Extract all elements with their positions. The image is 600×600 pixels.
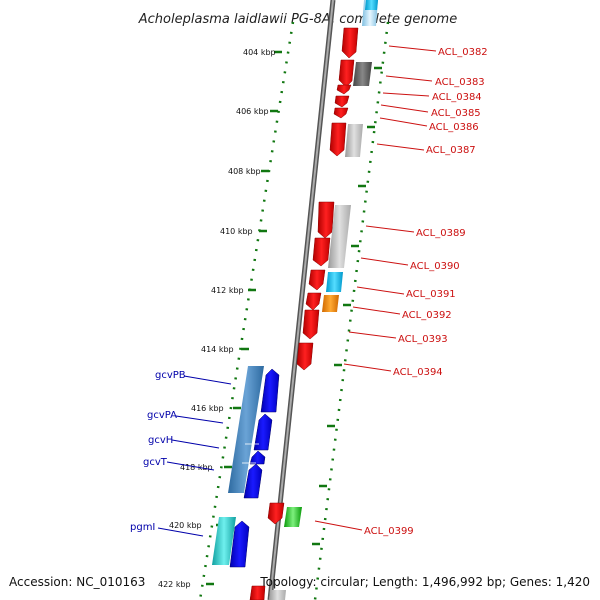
scale-labels: 404 kbp 406 kbp 408 kbp 410 kbp 412 kbp … — [158, 48, 276, 589]
gene-label-acl-0389[interactable]: ACL_0389 — [416, 228, 466, 239]
gene-arrow[interactable] — [267, 502, 285, 525]
left-leader-lines — [157, 375, 232, 537]
gene-label-acl-0391[interactable]: ACL_0391 — [406, 289, 456, 300]
tick-label-410: 410 kbp — [220, 227, 253, 236]
gene-label-acl-0386[interactable]: ACL_0386 — [429, 122, 479, 133]
map-title: Acholeplasma laidlawii PG-8A, complete g… — [138, 12, 457, 27]
gene-label-acl-0392[interactable]: ACL_0392 — [402, 310, 452, 321]
gene-arrow[interactable] — [253, 413, 273, 451]
gene-arrow[interactable] — [308, 269, 326, 291]
gene-label-gcvt[interactable]: gcvT — [143, 457, 168, 468]
forward-strand-genes — [249, 27, 359, 600]
gene-arrow[interactable] — [249, 450, 266, 465]
right-gene-labels: ACL_0382 ACL_0383 ACL_0384 ACL_0385 ACL_… — [364, 47, 488, 537]
gene-label-gcvh[interactable]: gcvH — [148, 435, 173, 446]
tick-label-414: 414 kbp — [201, 345, 234, 354]
category-blocks-right — [269, 0, 378, 600]
tick-label-416: 416 kbp — [191, 404, 224, 413]
gene-label-acl-0390[interactable]: ACL_0390 — [410, 261, 460, 272]
right-dotted-ring — [313, 21, 390, 600]
gene-arrow[interactable] — [336, 84, 352, 95]
category-blocks-left — [212, 366, 264, 565]
tick-label-422: 422 kbp — [158, 580, 191, 589]
gene-arrow[interactable] — [334, 95, 350, 108]
gene-arrow[interactable] — [243, 463, 263, 499]
gene-arrow[interactable] — [249, 585, 266, 600]
gene-arrow[interactable] — [338, 59, 355, 88]
gene-label-acl-0384[interactable]: ACL_0384 — [432, 92, 482, 103]
gene-arrow[interactable] — [260, 368, 280, 413]
gene-arrow[interactable] — [305, 292, 322, 311]
gene-arrow[interactable] — [329, 122, 347, 157]
gene-arrow[interactable] — [333, 107, 349, 119]
gene-label-gcvpb[interactable]: gcvPB — [155, 370, 186, 381]
gene-arrow[interactable] — [317, 201, 335, 239]
gene-arrow[interactable] — [341, 27, 359, 59]
tick-label-408: 408 kbp — [228, 167, 261, 176]
gene-label-acl-0393[interactable]: ACL_0393 — [398, 334, 448, 345]
right-leader-lines — [314, 45, 437, 531]
gene-label-acl-0399[interactable]: ACL_0399 — [364, 526, 414, 537]
tick-label-420: 420 kbp — [169, 521, 202, 530]
gene-arrow[interactable] — [296, 342, 314, 371]
gene-label-pgmi[interactable]: pgmI — [130, 522, 155, 533]
tick-label-404: 404 kbp — [243, 48, 276, 57]
gene-label-acl-0394[interactable]: ACL_0394 — [393, 367, 443, 378]
gene-label-gcvpa[interactable]: gcvPA — [147, 410, 177, 421]
gene-arrow[interactable] — [229, 520, 250, 568]
genome-backbone-highlight — [269, 0, 334, 600]
left-gene-labels: gcvPB gcvPA gcvH gcvT pgmI — [130, 370, 186, 533]
accession-text: Accession: NC_010163 — [9, 575, 145, 589]
gene-arrow[interactable] — [312, 237, 331, 267]
gene-arrow[interactable] — [302, 309, 320, 340]
topology-text: Topology: circular; Length: 1,496,992 bp… — [259, 575, 590, 589]
tick-label-412: 412 kbp — [211, 286, 244, 295]
gene-label-acl-0382[interactable]: ACL_0382 — [438, 47, 488, 58]
gene-label-acl-0385[interactable]: ACL_0385 — [431, 108, 481, 119]
gene-label-acl-0383[interactable]: ACL_0383 — [435, 77, 485, 88]
gene-label-acl-0387[interactable]: ACL_0387 — [426, 145, 476, 156]
reverse-strand-genes — [229, 368, 280, 568]
tick-label-418: 418 kbp — [180, 463, 213, 472]
tick-label-406: 406 kbp — [236, 107, 269, 116]
